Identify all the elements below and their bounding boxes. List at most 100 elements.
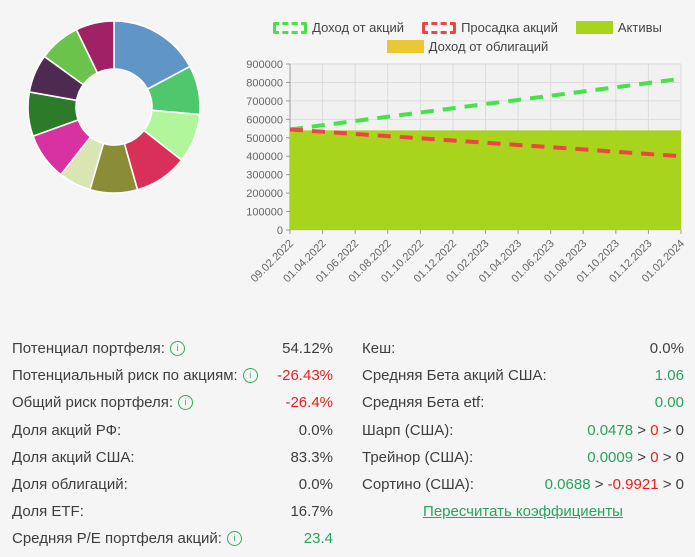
stat-value: 0.00 [655,394,684,411]
stat-value-part: > [658,448,676,466]
recalculate-coefficients-link[interactable]: Пересчитать коэффициенты [423,503,623,521]
stats-column-right: Кеш: 0.0% Средняя Бета акций США: 1.06 Средн… [362,335,684,525]
stat-value-part: -0.9921 [607,476,659,494]
stat-value: 0.0009 > 0 > 0 [587,449,684,466]
svg-text:800000: 800000 [246,77,283,89]
svg-text:0: 0 [277,225,283,237]
svg-text:400000: 400000 [246,151,283,163]
svg-text:600000: 600000 [246,114,283,126]
stat-value-part: 0.0% [649,340,684,358]
legend-label-stock-income: Доход от акций [312,20,405,35]
donut-segment-10[interactable] [75,20,115,74]
stat-value: 0.0688 > -0.9921 > 0 [545,476,684,493]
stat-label-text: Общий риск портфеля: [12,394,174,412]
stat-value-part: 54.12% [282,340,333,358]
stat-value-part: > [633,448,651,466]
stat-label-text: Доля акций РФ: [12,421,122,439]
stat-label-text: Средняя P/E портфеля акций: [12,530,222,548]
legend-item-assets[interactable]: Активы [575,20,662,35]
donut-chart [27,20,201,194]
stat-row-left-0: Потенциал портфеля: i 54.12% [12,335,333,362]
info-icon[interactable]: i [178,395,194,411]
stat-value-part: -26.4% [285,394,333,412]
svg-text:900000: 900000 [246,59,283,71]
svg-text:500000: 500000 [246,133,283,145]
svg-text:700000: 700000 [246,96,283,108]
stat-row-right-0: Кеш: 0.0% [362,335,684,362]
legend-item-bond-income[interactable]: Доход от облигаций [386,39,549,54]
stat-value-part: 83.3% [290,448,333,466]
info-icon[interactable]: i [242,368,258,384]
stat-label-text: Доля облигаций: [12,476,128,494]
stat-value: -26.4% [285,394,333,411]
stat-value-part: 0 [675,476,684,494]
stat-value: 0.0% [299,422,333,439]
stat-value-part: 16.7% [290,503,333,521]
stat-value: 54.12% [282,340,333,357]
stat-label: Сортино (США): [362,476,474,493]
stat-value: 0.0478 > 0 > 0 [587,422,684,439]
stat-label: Доля облигаций: [12,476,128,493]
stat-value-part: 0 [650,421,659,439]
stat-label: Общий риск портфеля: i [12,394,194,412]
stat-value-part: 0.0% [298,421,333,439]
stat-label: Потенциал портфеля: i [12,340,185,357]
donut-segment-0[interactable] [113,20,191,90]
series-assets[interactable] [290,130,681,230]
stat-value-part: > [658,421,676,439]
stat-label-text: Шарп (США): [362,421,454,439]
stat-label-text: Средняя Бета etf: [362,394,485,412]
y-axis-labels: 0 100000 200000 300000 400000 500000 600000 700… [246,59,283,237]
stat-value: 0.0% [299,476,333,493]
stat-row-left-6: Доля ETF: 16.7% [12,498,333,525]
stat-value-part: > [590,476,608,494]
stat-label: Трейнор (США): [362,449,473,466]
stat-label: Шарп (США): [362,422,453,439]
stat-value-part: > [633,421,651,439]
stat-value: 1.06 [655,367,684,384]
stat-label: Средняя P/E портфеля акций: i [12,530,242,547]
info-icon[interactable]: i [226,531,242,547]
stat-label: Доля ETF: [12,503,84,520]
stat-label-text: Доля акций США: [12,448,135,466]
stat-row-left-7: Средняя P/E портфеля акций: i 23.4 [12,525,333,552]
stat-row-left-4: Доля акций США: 83.3% [12,444,333,471]
stat-label: Средняя Бета акций США: [362,367,547,384]
stat-value-part: 0 [675,448,684,466]
legend-item-stock-drawdown[interactable]: Просадка акций [422,20,558,35]
stat-row-right-2: Средняя Бета etf: 0.00 [362,389,684,416]
svg-text:100000: 100000 [246,207,283,219]
stat-value-part: 0 [675,421,684,439]
info-icon[interactable]: i [169,341,185,357]
stat-value-part: 0.0% [298,476,333,494]
stat-label: Потенциальный риск по акциям: i [12,367,258,384]
legend-label-bond-income: Доход от облигаций [428,39,549,54]
stat-value-part: 0.00 [654,394,684,412]
stat-label: Доля акций РФ: [12,422,121,439]
svg-text:300000: 300000 [246,170,283,182]
stat-label: Кеш: [362,340,395,357]
series-group [290,76,681,230]
svg-text:200000: 200000 [246,188,283,200]
recalculate-row: Пересчитать коэффициенты [362,498,684,525]
stat-row-left-1: Потенциальный риск по акциям: i -26.43% [12,362,333,389]
x-axis-labels: 09.02.202201.04.202201.06.202201.08.2022… [249,238,687,285]
stat-value: -26.43% [277,367,333,384]
stat-row-right-1: Средняя Бета акций США: 1.06 [362,362,684,389]
stat-value: 83.3% [290,449,333,466]
legend-swatch-bond-income [386,40,424,53]
stat-label-text: Потенциал портфеля: [12,340,165,358]
legend-item-stock-income[interactable]: Доход от акций [273,20,404,35]
line-chart: 0 100000 200000 300000 400000 500000 600000 700… [246,59,687,285]
stat-value: 16.7% [290,503,333,520]
stat-label: Средняя Бета etf: [362,394,484,411]
stat-value-part: -26.43% [277,367,333,385]
stat-value-part: 1.06 [654,367,684,385]
legend-swatch-stock-income [273,21,308,34]
stat-label-text: Потенциальный риск по акциям: [12,367,238,385]
stat-row-left-2: Общий риск портфеля: i -26.4% [12,389,333,416]
stat-row-right-4: Трейнор (США): 0.0009 > 0 > 0 [362,444,684,471]
stat-label-text: Средняя Бета акций США: [362,367,547,385]
stat-label-text: Доля ETF: [12,503,84,521]
stat-row-left-3: Доля акций РФ: 0.0% [12,417,333,444]
